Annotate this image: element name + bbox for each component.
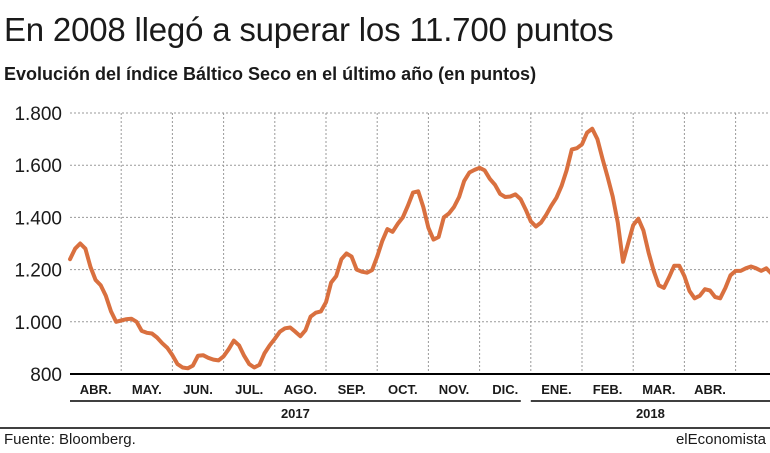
x-tick-label: MAY. (132, 382, 162, 397)
x-tick-label: ABR. (80, 382, 112, 397)
brand-logo: elEconomista (675, 431, 766, 448)
y-tick-label: 1.200 (14, 261, 62, 282)
y-tick-label: 1.000 (14, 313, 62, 334)
x-tick-label: NOV. (439, 382, 470, 397)
x-tick-label: SEP. (338, 382, 366, 397)
x-tick-label: ENE. (541, 382, 571, 397)
x-tick-label: FEB. (593, 382, 623, 397)
source-note: Fuente: Bloomberg. (4, 431, 136, 448)
x-tick-label: AGO. (284, 382, 317, 397)
line-chart: 800 1.000 1.200 1.400 1.600 1.800 ABR. MAY. JUN.… (0, 104, 770, 429)
chart-footer: Fuente: Bloomberg. elEconomista (0, 429, 770, 453)
chart-title: En 2008 llegó a superar los 11.700 punto… (4, 11, 614, 48)
x-tick-label: MAR. (642, 382, 675, 397)
chart-subtitle: Evolución del índice Báltico Seco en el … (4, 64, 537, 84)
y-tick-label: 1.600 (14, 156, 62, 177)
x-tick-label: DIC. (492, 382, 518, 397)
series-line (68, 126, 770, 371)
y-tick-label: 1.400 (14, 208, 62, 229)
x-tick-label: JUN. (183, 382, 213, 397)
year-label: 2018 (636, 406, 665, 421)
x-tick-label: OCT. (388, 382, 418, 397)
y-tick-label: 1.800 (14, 104, 62, 125)
x-tick-label: ABR. (694, 382, 726, 397)
y-tick-label: 800 (30, 365, 62, 386)
x-tick-label: JUL. (235, 382, 263, 397)
year-label: 2017 (281, 406, 310, 421)
